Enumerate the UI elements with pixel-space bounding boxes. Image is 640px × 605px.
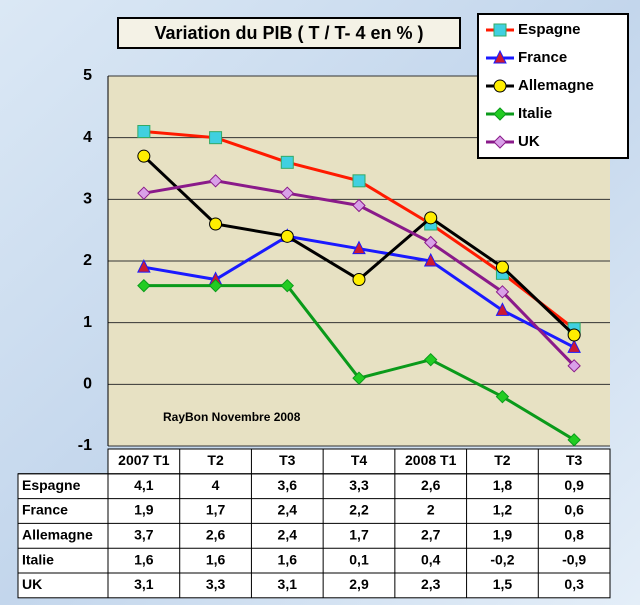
table-cell: 0,1 bbox=[349, 551, 369, 567]
y-tick-label: 0 bbox=[83, 376, 92, 393]
y-tick-label: -1 bbox=[78, 437, 92, 454]
table-cell: 2,4 bbox=[278, 527, 298, 543]
chart-title: Variation du PIB ( T / T- 4 en % ) bbox=[154, 23, 423, 43]
table-cell: 0,3 bbox=[564, 576, 584, 592]
x-tick-label: T3 bbox=[566, 452, 583, 468]
x-tick-label: T4 bbox=[351, 452, 368, 468]
table-cell: 1,6 bbox=[278, 551, 298, 567]
marker bbox=[352, 174, 366, 188]
marker bbox=[567, 339, 581, 353]
legend-marker bbox=[493, 107, 507, 121]
table-cell: 4 bbox=[212, 477, 220, 493]
legend-label: France bbox=[518, 49, 567, 66]
table-cell: 0,9 bbox=[564, 477, 584, 493]
table-cell: 1,9 bbox=[134, 502, 154, 518]
marker bbox=[495, 302, 510, 316]
y-tick-label: 5 bbox=[83, 67, 92, 84]
table-cell: 3,3 bbox=[349, 477, 369, 493]
marker bbox=[280, 278, 294, 293]
marker bbox=[137, 259, 151, 273]
table-cell: 1,6 bbox=[206, 551, 226, 567]
marker bbox=[424, 235, 438, 250]
marker bbox=[280, 186, 294, 200]
marker bbox=[208, 278, 223, 293]
marker bbox=[495, 260, 509, 274]
marker bbox=[424, 211, 438, 225]
legend-marker bbox=[493, 23, 507, 37]
table-row-label: Espagne bbox=[22, 477, 81, 493]
marker bbox=[352, 371, 366, 385]
table-cell: 3,1 bbox=[278, 576, 298, 592]
legend-label: Italie bbox=[518, 105, 552, 122]
marker bbox=[495, 285, 510, 299]
marker bbox=[567, 433, 581, 447]
marker bbox=[208, 174, 223, 188]
marker bbox=[137, 125, 151, 138]
marker bbox=[352, 198, 366, 213]
y-tick-label: 1 bbox=[83, 314, 92, 331]
table-cell: 0,4 bbox=[421, 551, 441, 567]
marker bbox=[280, 155, 294, 169]
table-cell: -0,2 bbox=[490, 551, 514, 567]
y-tick-label: 3 bbox=[83, 191, 92, 208]
table-cell: 1,8 bbox=[493, 477, 513, 493]
legend-label: Espagne bbox=[518, 21, 581, 38]
marker bbox=[209, 217, 223, 231]
marker bbox=[137, 149, 151, 163]
table-cell: 1,7 bbox=[206, 502, 226, 518]
legend-marker bbox=[493, 49, 507, 64]
marker bbox=[280, 229, 294, 243]
marker bbox=[423, 252, 438, 267]
table-row-label: Allemagne bbox=[22, 527, 93, 543]
table-cell: 2,7 bbox=[421, 527, 441, 543]
marker bbox=[352, 273, 366, 286]
table-cell: 2,3 bbox=[421, 576, 441, 592]
table-cell: 2,6 bbox=[206, 527, 226, 543]
table-cell: 2,4 bbox=[278, 502, 298, 518]
table-cell: 3,6 bbox=[278, 477, 298, 493]
table-row-label: UK bbox=[22, 576, 42, 592]
legend-label: UK bbox=[518, 133, 540, 150]
marker bbox=[567, 328, 581, 342]
table-cell: 0,6 bbox=[564, 502, 584, 518]
marker bbox=[137, 278, 151, 293]
marker bbox=[209, 131, 223, 145]
legend-label: Allemagne bbox=[518, 77, 594, 94]
table-cell: 1,6 bbox=[134, 551, 154, 567]
table-cell: 3,3 bbox=[206, 576, 226, 592]
table-cell: 1,5 bbox=[493, 576, 513, 592]
table-cell: 3,7 bbox=[134, 527, 154, 543]
table-cell: -0,9 bbox=[562, 551, 586, 567]
marker bbox=[567, 359, 581, 373]
title-box bbox=[117, 17, 461, 49]
y-tick-label: 4 bbox=[83, 129, 92, 146]
x-tick-label: 2007 T1 bbox=[118, 452, 170, 468]
table-cell: 0,8 bbox=[564, 527, 584, 543]
table-cell: 1,7 bbox=[349, 527, 369, 543]
x-tick-label: T2 bbox=[494, 452, 511, 468]
table-cell: 1,2 bbox=[493, 502, 513, 518]
marker bbox=[495, 389, 510, 404]
marker bbox=[352, 240, 366, 255]
table-cell: 2,2 bbox=[349, 502, 369, 518]
table-cell: 2,9 bbox=[349, 576, 369, 592]
table-cell: 2,6 bbox=[421, 477, 441, 493]
x-tick-label: T3 bbox=[279, 452, 296, 468]
x-tick-label: 2008 T1 bbox=[405, 452, 457, 468]
table bbox=[17, 473, 611, 599]
table-cell: 1,9 bbox=[493, 527, 513, 543]
legend-marker bbox=[493, 135, 507, 149]
annotation: RayBon Novembre 2008 bbox=[163, 410, 301, 424]
legend-marker bbox=[493, 79, 507, 93]
marker bbox=[137, 186, 151, 200]
y-tick-label: 2 bbox=[83, 252, 92, 269]
table-cell: 3,1 bbox=[134, 576, 154, 592]
table-row-label: France bbox=[22, 502, 68, 518]
x-tick-label: T2 bbox=[207, 452, 224, 468]
table-cell: 4,1 bbox=[134, 477, 154, 493]
table-row-label: Italie bbox=[22, 551, 54, 567]
marker bbox=[424, 352, 438, 367]
table-cell: 2 bbox=[427, 502, 435, 518]
